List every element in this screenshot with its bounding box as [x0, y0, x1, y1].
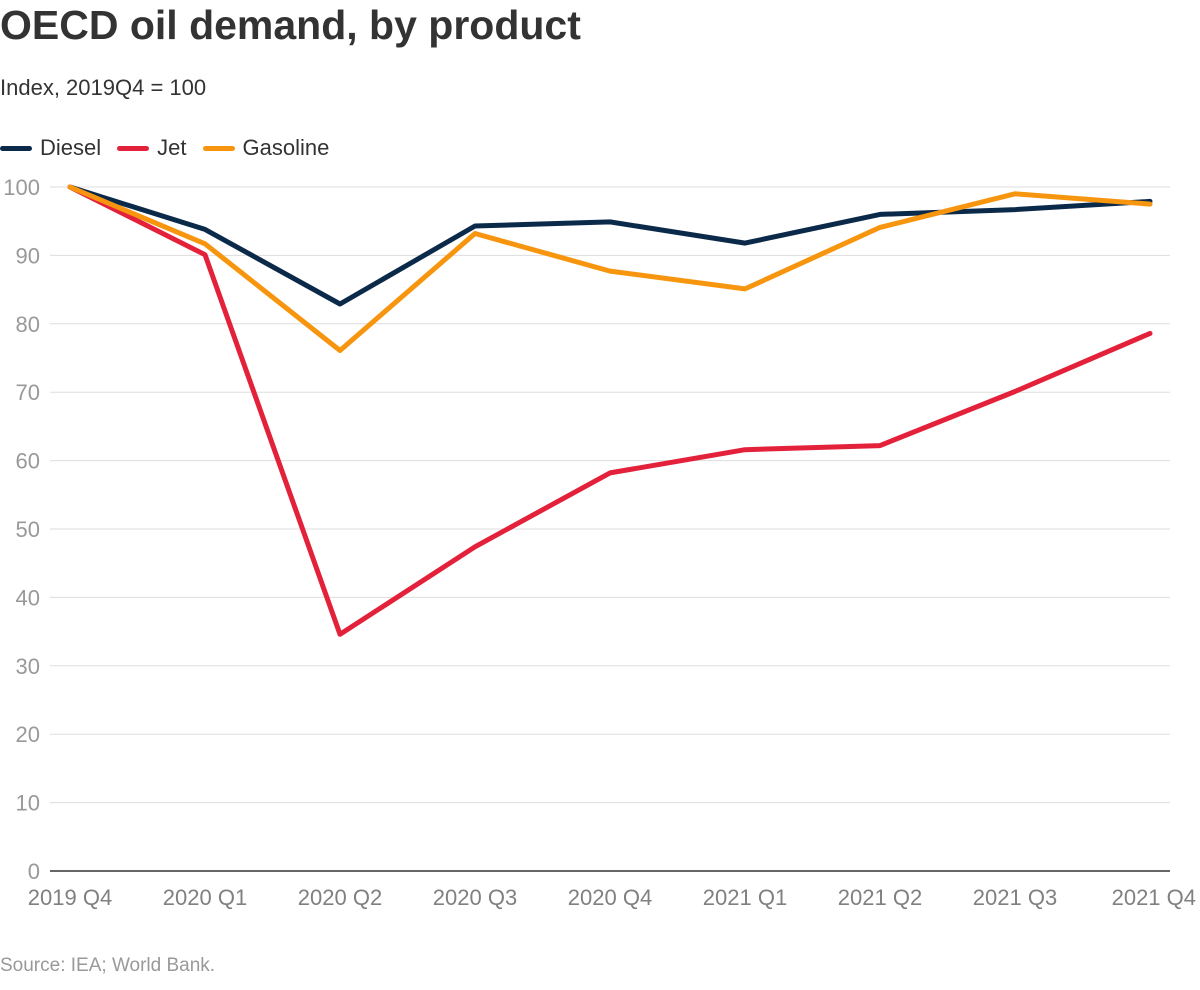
x-tick-label: 2021 Q3: [973, 885, 1057, 910]
y-tick-label: 0: [28, 859, 40, 884]
legend-swatch-jet: [117, 145, 150, 151]
series-lines: [67, 184, 1153, 637]
grid-lines: [50, 186, 1170, 804]
y-axis-ticks: 0 10 20 30 40 50 60 70 80 90 100: [3, 175, 40, 884]
x-tick-label: 2021 Q4: [1112, 885, 1196, 910]
series-line-diesel: [67, 184, 1153, 307]
x-tick-label: 2021 Q1: [703, 885, 787, 910]
y-tick-label: 10: [16, 791, 40, 816]
y-tick-label: 80: [16, 312, 40, 337]
legend-swatch-diesel: [0, 145, 32, 151]
chart-title: OECD oil demand, by product: [0, 2, 581, 48]
x-tick-label: 2020 Q2: [298, 885, 382, 910]
y-tick-label: 40: [16, 585, 40, 610]
x-tick-label: 2020 Q4: [568, 885, 652, 910]
y-tick-label: 60: [16, 449, 40, 474]
y-tick-label: 50: [16, 517, 40, 542]
x-tick-label: 2021 Q2: [838, 885, 922, 910]
series-line-jet: [67, 184, 1153, 637]
y-tick-label: 100: [3, 175, 40, 200]
x-tick-label: 2019 Q4: [28, 885, 112, 910]
y-tick-label: 70: [16, 380, 40, 405]
line-chart: 0 10 20 30 40 50 60 70 80 90 100 2019 Q4 2020 Q1 202…: [3, 175, 1196, 910]
x-axis-ticks: 2019 Q4 2020 Q1 2020 Q2 2020 Q3 2020 Q4 2021 …: [28, 885, 1196, 910]
y-tick-label: 90: [16, 243, 40, 268]
source-note: Source: IEA; World Bank.: [0, 955, 216, 976]
chart-legend: Diesel Jet Gasoline: [0, 135, 345, 161]
x-tick-label: 2020 Q3: [433, 885, 517, 910]
chart-subtitle: Index, 2019Q4 = 100: [0, 75, 207, 100]
legend-label-jet: Jet: [157, 135, 187, 160]
y-tick-label: 30: [16, 654, 40, 679]
series-line-gasoline: [67, 184, 1153, 353]
legend-item-jet: Jet: [117, 135, 187, 161]
legend-label-gasoline: Gasoline: [242, 135, 330, 160]
legend-label-diesel: Diesel: [40, 135, 102, 160]
x-tick-label: 2020 Q1: [163, 885, 247, 910]
legend-swatch-gasoline: [202, 145, 235, 151]
legend-item-diesel: Diesel: [0, 135, 101, 161]
legend-item-gasoline: Gasoline: [202, 135, 330, 161]
y-tick-label: 20: [16, 722, 40, 747]
